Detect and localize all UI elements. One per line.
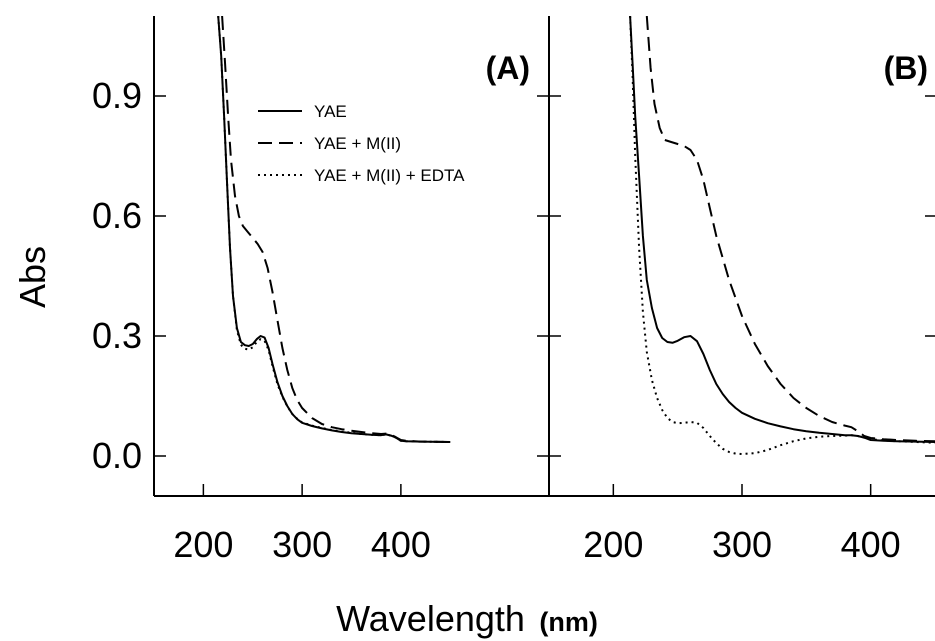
x-tick-label: 300: [272, 524, 332, 565]
x-axis-label-main: Wavelength: [336, 598, 525, 639]
y-tick-label: 0.6: [92, 195, 142, 236]
series-line-dashed: [221, 16, 451, 443]
x-tick-label: 400: [371, 524, 431, 565]
x-axis-label-unit: (nm): [539, 607, 597, 637]
legend-label: YAE: [314, 102, 347, 121]
panel-label: (A): [486, 50, 530, 86]
x-tick-label: 400: [841, 524, 901, 565]
y-tick-label: 0.0: [92, 435, 142, 476]
x-tick-label: 200: [583, 524, 643, 565]
panel-a: 0.0 0.3 0.6 0.9 200 300 400 (A): [92, 16, 550, 565]
series-line-solid: [629, 16, 935, 443]
y-axis-label: Abs: [12, 246, 53, 308]
y-tick-label: 0.3: [92, 315, 142, 356]
x-axis-label: Wavelength (nm): [336, 598, 598, 639]
y-tick-label: 0.9: [92, 75, 142, 116]
legend: YAE YAE + M(II) YAE + M(II) + EDTA: [258, 102, 465, 185]
legend-label: YAE + M(II): [314, 134, 401, 153]
series-line-dotted: [217, 16, 451, 443]
panel-label: (B): [884, 50, 928, 86]
legend-label: YAE + M(II) + EDTA: [314, 166, 465, 185]
panel-b: 200 300 400 (B): [548, 16, 935, 565]
series-line-dashed: [645, 16, 935, 443]
x-tick-label: 300: [712, 524, 772, 565]
x-tick-label: 200: [173, 524, 233, 565]
series-line-solid: [217, 16, 451, 443]
